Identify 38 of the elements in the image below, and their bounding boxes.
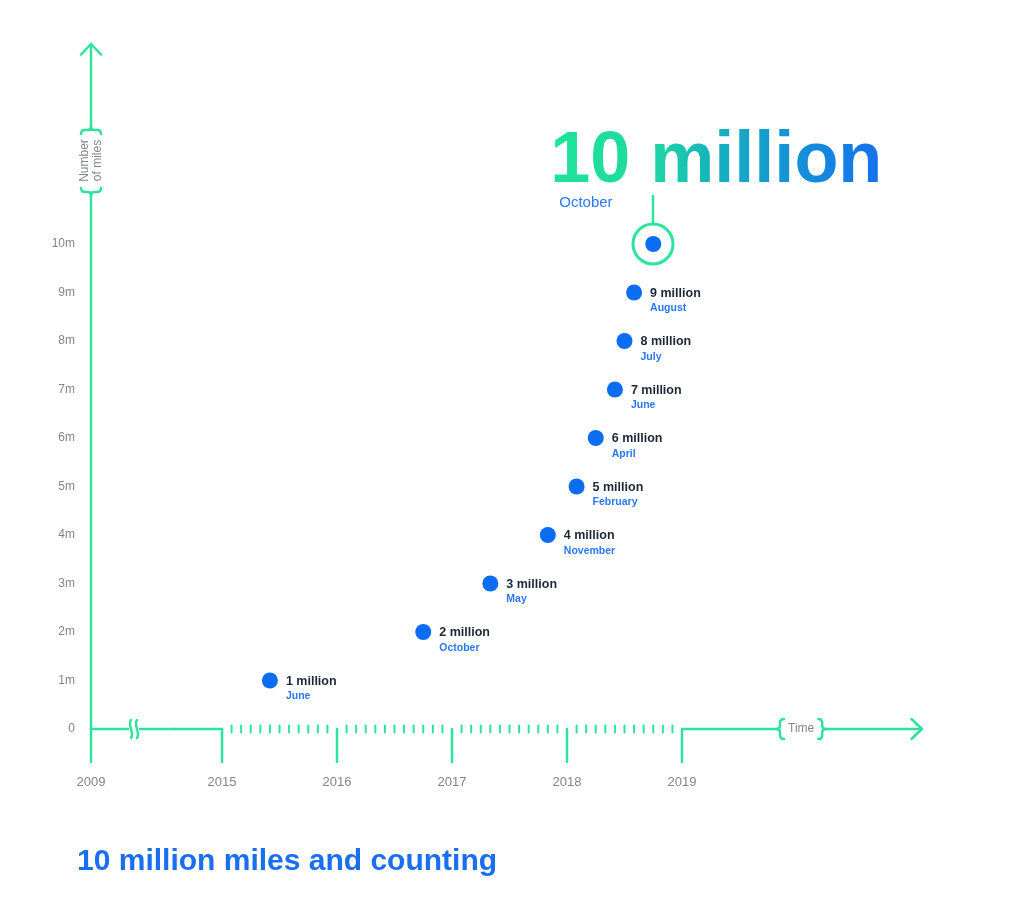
data-label: 9 million <box>650 285 701 300</box>
annotation: October <box>439 640 480 653</box>
y-tick-label: 2m <box>58 624 75 639</box>
data-label: 2 million <box>439 625 490 640</box>
x-tick-label: 2016 <box>322 774 352 790</box>
y-tick-label: 1m <box>58 672 75 687</box>
annotation: April <box>611 446 636 459</box>
y-tick-label: 5m <box>58 478 75 493</box>
annotation: July <box>640 349 662 362</box>
annotation: May <box>506 592 527 605</box>
x-tick-label: 2009 <box>76 774 106 790</box>
text: Time <box>787 721 815 736</box>
annotation: June <box>285 689 311 702</box>
data-label: 4 million <box>563 528 615 543</box>
x-tick-label: 2015 <box>207 774 237 790</box>
annotation: November <box>563 543 616 556</box>
data-label: 6 million <box>611 431 663 446</box>
y-tick-label: 0 <box>68 721 76 736</box>
y-tick-label: 8m <box>58 333 75 348</box>
data-label: 3 million <box>506 576 558 591</box>
data-label: 5 million <box>592 479 644 494</box>
y-tick-label: 4m <box>58 527 75 542</box>
y-tick-label: 3m <box>58 575 75 590</box>
y-tick-label: 9m <box>58 284 75 299</box>
data-label: 7 million <box>630 382 682 397</box>
y-tick-label: 6m <box>58 430 75 445</box>
y-tick-label: 10m <box>51 236 75 251</box>
x-tick-label: 2019 <box>667 774 697 790</box>
y-axis-title: Number of miles <box>76 139 104 182</box>
y-tick-label: 7m <box>58 381 75 396</box>
annotation: August <box>650 301 687 314</box>
annotation: February <box>592 495 638 508</box>
x-tick-label: 2018 <box>552 774 582 790</box>
data-label: 1 million <box>285 673 337 688</box>
x-tick-label: 2017 <box>437 774 467 790</box>
data-label: 8 million <box>640 334 692 349</box>
text: 10 million miles and counting <box>77 842 498 878</box>
annotation: June <box>630 398 656 411</box>
